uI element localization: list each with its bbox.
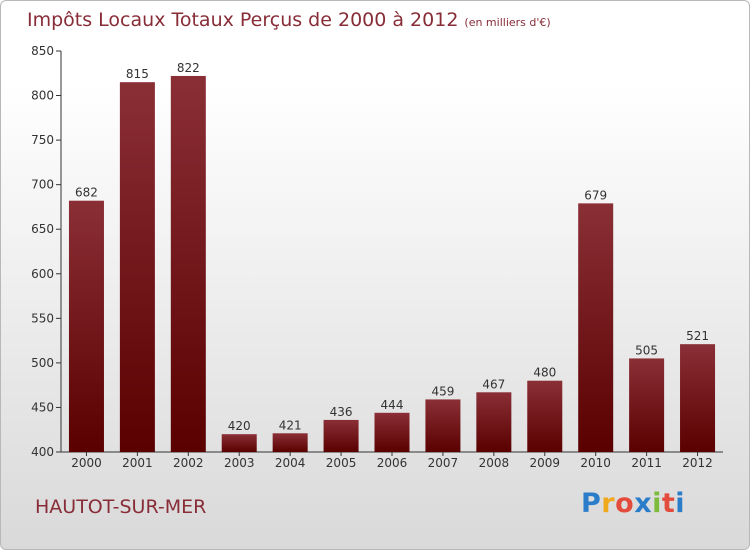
bar-2004: [272, 433, 308, 452]
y-tick-label: 750: [31, 133, 54, 147]
x-tick-label: 2002: [173, 456, 204, 470]
logo-letter: P: [581, 488, 602, 519]
value-label-2003: 420: [228, 419, 251, 433]
y-tick-label: 550: [31, 311, 54, 325]
x-tick-label: 2012: [682, 456, 713, 470]
bars: [68, 75, 716, 452]
y-tick-label: 600: [31, 267, 54, 281]
x-tick-label: 2005: [326, 456, 357, 470]
value-label-2000: 682: [75, 186, 98, 200]
y-tick-label: 650: [31, 222, 54, 236]
x-tick-label: 2010: [580, 456, 611, 470]
title-main: Impôts Locaux Totaux Perçus de 2000 à 20…: [27, 9, 459, 31]
bar-2001: [119, 82, 155, 452]
x-tick-label: 2003: [224, 456, 255, 470]
logo-letter: i: [652, 488, 662, 519]
y-tick-label: 500: [31, 356, 54, 370]
value-label-2006: 444: [381, 398, 404, 412]
bar-2010: [578, 203, 614, 452]
x-tick-label: 2000: [71, 456, 102, 470]
logo-letter: i: [675, 488, 686, 519]
x-tick-label: 2009: [529, 456, 560, 470]
bar-2007: [425, 399, 461, 452]
x-tick-label: 2008: [479, 456, 510, 470]
value-label-2010: 679: [584, 188, 607, 202]
y-tick-label: 800: [31, 89, 54, 103]
value-label-2001: 815: [126, 67, 149, 81]
bar-2005: [323, 419, 359, 452]
value-label-2007: 459: [431, 384, 454, 398]
logo-letter: t: [661, 488, 676, 519]
bar-2009: [527, 380, 563, 452]
title-unit: (en milliers d'€): [464, 16, 551, 29]
proxiti-logo: Proxiti: [581, 488, 685, 519]
bar-2002: [170, 75, 206, 452]
value-label-2011: 505: [635, 343, 658, 357]
bar-2003: [221, 434, 257, 452]
value-label-2002: 822: [177, 61, 200, 75]
x-tick-label: 2001: [122, 456, 153, 470]
y-tick-label: 450: [31, 400, 54, 414]
y-tick-label: 850: [31, 44, 54, 58]
logo-letter: x: [634, 488, 653, 519]
y-tick-label: 700: [31, 178, 54, 192]
bar-2008: [476, 392, 512, 452]
y-tick-label: 400: [31, 445, 54, 459]
logo-letter: r: [601, 488, 616, 519]
x-tick-label: 2011: [631, 456, 662, 470]
value-label-2012: 521: [686, 329, 709, 343]
logo-letter: o: [615, 488, 635, 519]
value-labels: 682 815 822 420 421 436 444 459 467 480 679 505 521: [75, 61, 709, 433]
bar-2000: [68, 200, 104, 452]
x-tick-label: 2004: [275, 456, 306, 470]
commune-name: HAUTOT-SUR-MER: [35, 496, 207, 518]
x-tick-label: 2006: [377, 456, 408, 470]
bar-2006: [374, 412, 410, 452]
bar-2011: [629, 358, 665, 452]
bar-2012: [680, 344, 716, 452]
value-label-2008: 467: [482, 377, 505, 391]
value-label-2009: 480: [533, 366, 556, 380]
chart-title: Impôts Locaux Totaux Perçus de 2000 à 20…: [27, 9, 551, 31]
value-label-2005: 436: [330, 405, 353, 419]
value-label-2004: 421: [279, 418, 302, 432]
x-tick-label: 2007: [428, 456, 459, 470]
